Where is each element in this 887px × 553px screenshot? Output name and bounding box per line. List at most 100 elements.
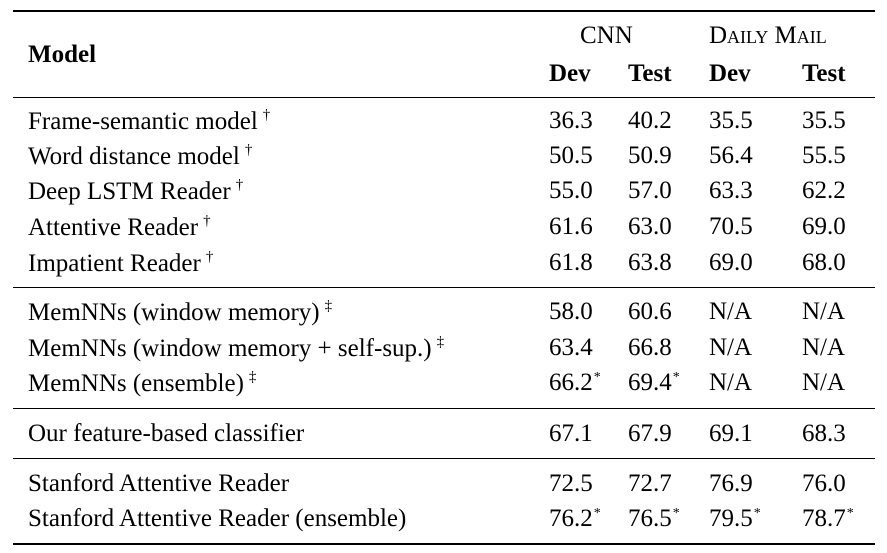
score-value: 67.9 <box>628 420 672 447</box>
score-value: 61.6 <box>549 213 593 240</box>
score-cell: 76.9 <box>709 471 753 496</box>
score-value: 50.5 <box>549 142 593 169</box>
score-cell: 60.6 <box>628 299 672 324</box>
citation-mark: ‡ <box>436 334 445 350</box>
score-cell: 79.5* <box>709 506 761 531</box>
dm-test-header: Test <box>802 60 846 87</box>
score-cell: 72.7 <box>628 471 672 496</box>
bottom-rule <box>13 543 875 545</box>
score-cell: 63.3 <box>709 178 753 203</box>
model-name-cell: Word distance model † <box>28 143 252 170</box>
score-cell: N/A <box>709 370 752 395</box>
model-name-cell: MemNNs (ensemble) ‡ <box>28 369 257 397</box>
score-value: N/A <box>802 334 846 361</box>
model-name: MemNNs (window memory + self-sup.) <box>28 335 432 362</box>
model-name: Frame-semantic model <box>28 108 258 135</box>
score-value: 63.0 <box>628 213 672 240</box>
model-name: MemNNs (ensemble) <box>28 370 244 397</box>
score-cell: 66.8 <box>628 335 672 360</box>
score-cell: 36.3 <box>549 108 593 133</box>
cnn-test-header: Test <box>628 60 672 87</box>
score-cell: N/A <box>802 335 845 360</box>
citation-mark: ‡ <box>248 369 257 385</box>
score-value: 69.0 <box>802 213 846 240</box>
group-separator-rule <box>13 408 875 409</box>
model-name-cell: Frame-semantic model † <box>28 108 270 135</box>
score-value: 72.7 <box>628 470 672 497</box>
ensemble-star: * <box>846 506 854 521</box>
score-cell: 50.9 <box>628 143 672 168</box>
score-cell: 70.5 <box>709 214 753 239</box>
score-value: N/A <box>802 369 846 396</box>
score-cell: 78.7* <box>802 506 854 531</box>
score-value: 61.8 <box>549 249 593 276</box>
score-value: 72.5 <box>549 470 593 497</box>
group-separator-rule <box>13 287 875 288</box>
score-cell: 55.5 <box>802 143 846 168</box>
score-value: 66.8 <box>628 334 672 361</box>
ensemble-star: * <box>753 506 761 521</box>
header-rule <box>13 97 875 98</box>
score-cell: 61.8 <box>549 250 593 275</box>
score-cell: 58.0 <box>549 299 593 324</box>
model-name: Stanford Attentive Reader (ensemble) <box>28 505 407 532</box>
score-cell: 66.2* <box>549 370 601 395</box>
score-value: 67.1 <box>549 420 593 447</box>
ensemble-star: * <box>593 370 601 385</box>
score-cell: 69.1 <box>709 421 753 446</box>
model-name-cell: Stanford Attentive Reader (ensemble) <box>28 506 406 531</box>
score-value: 40.2 <box>628 107 672 134</box>
score-value: 70.5 <box>709 213 753 240</box>
score-cell: 40.2 <box>628 108 672 133</box>
model-name: Deep LSTM Reader <box>28 178 231 205</box>
top-rule <box>13 10 875 12</box>
citation-mark: † <box>205 249 214 265</box>
score-value: 35.5 <box>709 107 753 134</box>
model-name-cell: Attentive Reader † <box>28 213 211 241</box>
model-name: Stanford Attentive Reader <box>28 470 290 497</box>
score-cell: 67.9 <box>628 421 672 446</box>
model-name-cell: Our feature-based classifier <box>28 421 304 446</box>
score-value: 58.0 <box>549 298 593 325</box>
model-column-header: Model <box>28 41 97 68</box>
score-value: 36.3 <box>549 107 593 134</box>
score-cell: 63.4 <box>549 335 593 360</box>
score-value: 63.3 <box>709 177 753 204</box>
score-value: 55.5 <box>802 142 846 169</box>
score-cell: 68.0 <box>802 250 846 275</box>
score-cell: 50.5 <box>549 143 593 168</box>
score-value: 68.3 <box>802 420 846 447</box>
score-value: 57.0 <box>628 177 672 204</box>
score-cell: N/A <box>709 299 752 324</box>
score-value: 78.7 <box>802 505 846 532</box>
score-value: N/A <box>709 334 753 361</box>
model-name-cell: MemNNs (window memory) ‡ <box>28 299 332 326</box>
cnn-dev-header: Dev <box>549 60 591 87</box>
score-value: 63.4 <box>549 334 593 361</box>
model-name: MemNNs (window memory) <box>28 299 320 326</box>
score-value: N/A <box>802 298 846 325</box>
model-name: Impatient Reader <box>28 250 201 277</box>
score-value: 69.1 <box>709 420 753 447</box>
group-separator-rule <box>13 458 875 459</box>
dm-dev-header: Dev <box>709 60 751 87</box>
score-value: 50.9 <box>628 142 672 169</box>
model-name: Attentive Reader <box>28 214 199 241</box>
score-value: 69.0 <box>709 249 753 276</box>
model-name: Word distance model <box>28 143 240 170</box>
citation-mark: † <box>203 213 211 229</box>
score-cell: 69.0 <box>802 214 846 239</box>
score-cell: N/A <box>802 299 845 324</box>
score-cell: 35.5 <box>802 108 846 133</box>
ensemble-star: * <box>593 506 601 521</box>
score-cell: N/A <box>709 335 752 360</box>
score-value: 66.2 <box>549 369 593 396</box>
score-value: 76.9 <box>709 470 753 497</box>
score-value: 76.5 <box>628 505 672 532</box>
score-cell: N/A <box>802 370 845 395</box>
model-name-cell: Impatient Reader † <box>28 249 214 277</box>
score-cell: 63.0 <box>628 214 672 239</box>
score-value: 79.5 <box>709 505 753 532</box>
model-name-cell: Stanford Attentive Reader <box>28 471 289 496</box>
